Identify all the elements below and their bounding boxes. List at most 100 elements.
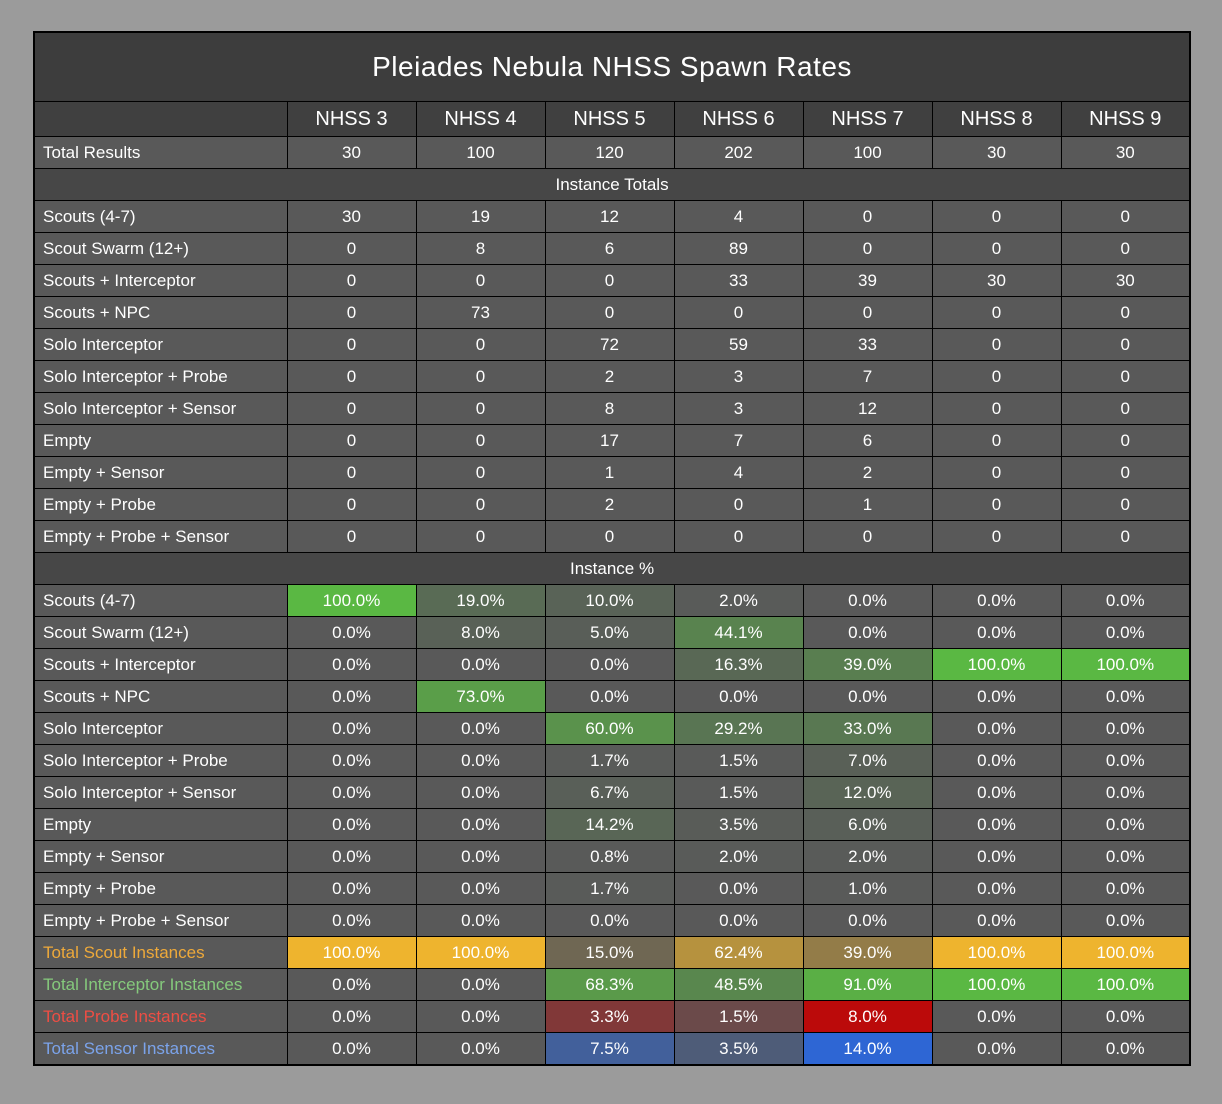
count-cell: 7 (673, 424, 804, 457)
summary-cell: 39.0% (802, 936, 933, 969)
percent-cell: 0.0% (931, 872, 1062, 905)
row-label: Solo Interceptor + Sensor (33, 392, 288, 425)
row-label: Empty + Probe + Sensor (33, 904, 288, 937)
row-label: Scouts + NPC (33, 680, 288, 713)
percent-cell: 0.0% (415, 712, 546, 745)
count-cell: 0 (286, 488, 417, 521)
count-cell: 0 (415, 488, 546, 521)
percent-cell: 0.8% (544, 840, 675, 873)
total-results-cell: 100 (415, 136, 546, 169)
data-row: Scouts (4-7) 100.0% 19.0% 10.0% 2.0% 0.0% 0.0%… (33, 584, 1191, 617)
percent-cell: 0.0% (1060, 712, 1191, 745)
summary-cell: 100.0% (931, 968, 1062, 1001)
percent-cell: 0.0% (286, 648, 417, 681)
percent-cell: 0.0% (802, 584, 933, 617)
count-cell: 0 (931, 424, 1062, 457)
total-results-cell: 30 (931, 136, 1062, 169)
percent-cell: 0.0% (673, 904, 804, 937)
count-cell: 0 (931, 200, 1062, 233)
data-row: Scouts + Interceptor 0.0% 0.0% 0.0% 16.3% 39.… (33, 648, 1191, 681)
summary-cell: 1.5% (673, 1000, 804, 1033)
percent-cell: 0.0% (286, 712, 417, 745)
total-results-cell: 30 (286, 136, 417, 169)
summary-cell: 3.3% (544, 1000, 675, 1033)
percent-cell: 5.0% (544, 616, 675, 649)
percent-cell: 0.0% (415, 744, 546, 777)
count-cell: 2 (544, 488, 675, 521)
count-cell: 30 (931, 264, 1062, 297)
summary-cell: 15.0% (544, 936, 675, 969)
count-cell: 0 (415, 392, 546, 425)
column-header-nhss-7: NHSS 7 (802, 101, 933, 137)
section-header-row: Instance % (33, 552, 1191, 585)
count-cell: 0 (802, 296, 933, 329)
count-cell: 0 (1060, 232, 1191, 265)
row-label: Empty (33, 424, 288, 457)
row-label: Solo Interceptor + Probe (33, 360, 288, 393)
percent-cell: 0.0% (802, 680, 933, 713)
data-row: Scouts + NPC 0.0% 73.0% 0.0% 0.0% 0.0% 0.0% 0.0… (33, 680, 1191, 713)
count-cell: 0 (1060, 424, 1191, 457)
column-header-nhss-3: NHSS 3 (286, 101, 417, 137)
data-row: Solo Interceptor + Probe 0.0% 0.0% 1.7% 1.5%… (33, 744, 1191, 777)
summary-cell: 91.0% (802, 968, 933, 1001)
percent-cell: 0.0% (673, 872, 804, 905)
percent-cell: 100.0% (286, 584, 417, 617)
percent-cell: 6.0% (802, 808, 933, 841)
percent-cell: 0.0% (931, 840, 1062, 873)
count-cell: 7 (802, 360, 933, 393)
summary-cell: 0.0% (931, 1032, 1062, 1066)
count-cell: 0 (286, 360, 417, 393)
row-label: Empty + Probe + Sensor (33, 520, 288, 553)
row-label: Scouts + NPC (33, 296, 288, 329)
percent-cell: 8.0% (415, 616, 546, 649)
count-cell: 0 (286, 264, 417, 297)
percent-cell: 0.0% (286, 616, 417, 649)
count-cell: 6 (544, 232, 675, 265)
data-row: Empty + Probe 0.0% 0.0% 1.7% 0.0% 1.0% 0.0% 0.0… (33, 872, 1191, 905)
count-cell: 0 (802, 520, 933, 553)
percent-cell: 0.0% (286, 776, 417, 809)
count-cell: 0 (1060, 296, 1191, 329)
summary-cell: 0.0% (415, 1032, 546, 1066)
percent-cell: 0.0% (802, 904, 933, 937)
count-cell: 6 (802, 424, 933, 457)
row-label-total-results: Total Results (33, 136, 288, 169)
count-cell: 72 (544, 328, 675, 361)
summary-cell: 0.0% (286, 1000, 417, 1033)
summary-cell: 100.0% (286, 936, 417, 969)
row-label: Solo Interceptor (33, 328, 288, 361)
data-row: Empty 0 0 17 7 6 0 0 (33, 424, 1191, 457)
count-cell: 0 (1060, 200, 1191, 233)
summary-cell: 100.0% (415, 936, 546, 969)
count-cell: 30 (1060, 264, 1191, 297)
percent-cell: 0.0% (544, 680, 675, 713)
percent-cell: 1.5% (673, 744, 804, 777)
percent-cell: 0.0% (415, 808, 546, 841)
column-header-nhss-9: NHSS 9 (1060, 101, 1191, 137)
count-cell: 0 (415, 424, 546, 457)
percent-cell: 16.3% (673, 648, 804, 681)
percent-cell: 0.0% (1060, 776, 1191, 809)
percent-cell: 0.0% (931, 904, 1062, 937)
percent-cell: 29.2% (673, 712, 804, 745)
summary-row-label: Total Sensor Instances (33, 1032, 288, 1066)
row-label: Empty + Sensor (33, 840, 288, 873)
count-cell: 4 (673, 200, 804, 233)
percent-cell: 7.0% (802, 744, 933, 777)
count-cell: 0 (931, 328, 1062, 361)
count-cell: 0 (1060, 488, 1191, 521)
summary-cell: 0.0% (286, 968, 417, 1001)
percent-cell: 0.0% (286, 808, 417, 841)
count-cell: 1 (544, 456, 675, 489)
column-header-nhss-4: NHSS 4 (415, 101, 546, 137)
summary-cell: 0.0% (1060, 1032, 1191, 1066)
count-cell: 0 (544, 520, 675, 553)
data-row: Empty + Probe + Sensor 0.0% 0.0% 0.0% 0.0% 0.… (33, 904, 1191, 937)
percent-cell: 0.0% (286, 904, 417, 937)
summary-row: Total Scout Instances 100.0% 100.0% 15.0% 62… (33, 936, 1191, 969)
count-cell: 0 (286, 392, 417, 425)
data-row: Empty + Probe 0 0 2 0 1 0 0 (33, 488, 1191, 521)
